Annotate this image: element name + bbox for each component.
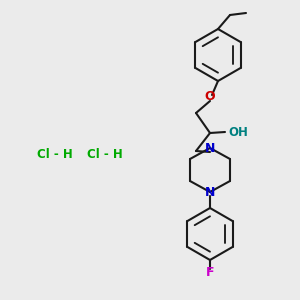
Text: Cl - H: Cl - H [37,148,73,161]
Text: N: N [205,185,215,199]
Text: O: O [205,91,215,103]
Text: F: F [206,266,214,278]
Text: N: N [205,142,215,154]
Text: Cl - H: Cl - H [87,148,123,161]
Text: OH: OH [228,125,248,139]
